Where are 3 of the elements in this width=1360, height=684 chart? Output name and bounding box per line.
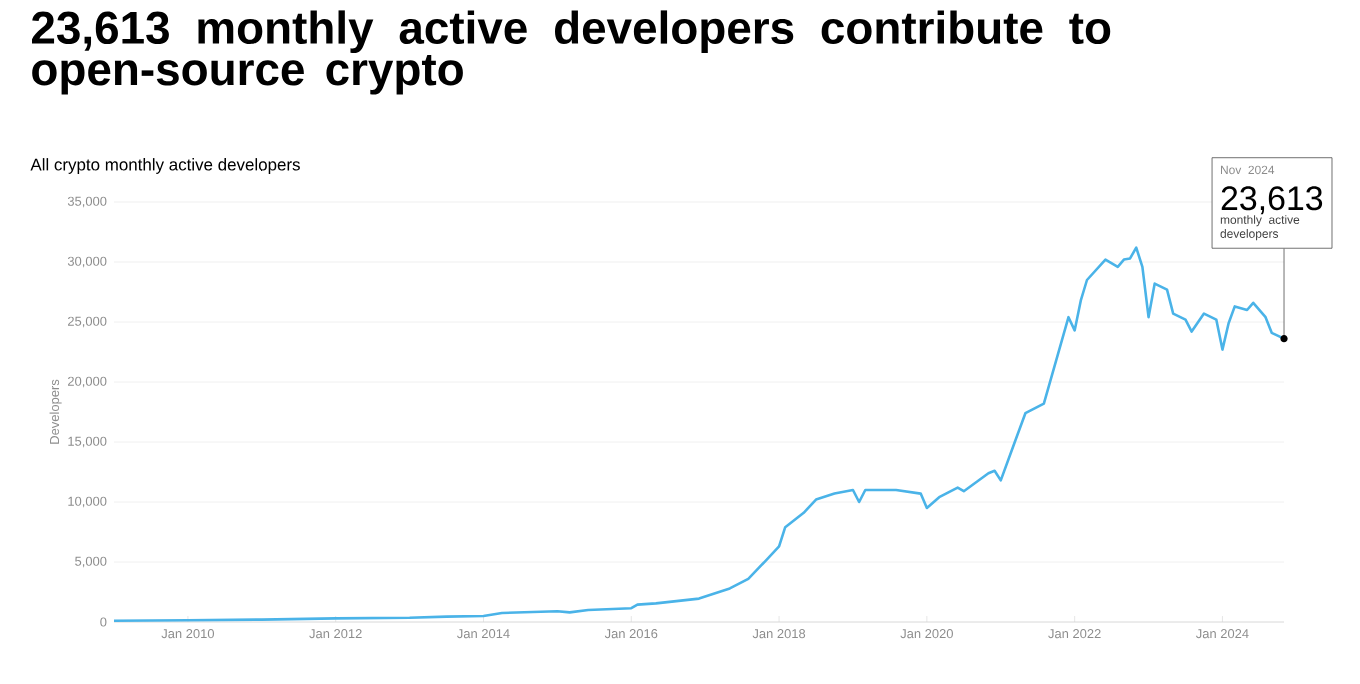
annotation: 23,613 (1221, 186, 1323, 215)
chart-title: 23,613 monthly active developers contribute to open-source crypto (32, 10, 1111, 95)
chart-subtitle: All crypto monthly active developers (30, 158, 300, 174)
